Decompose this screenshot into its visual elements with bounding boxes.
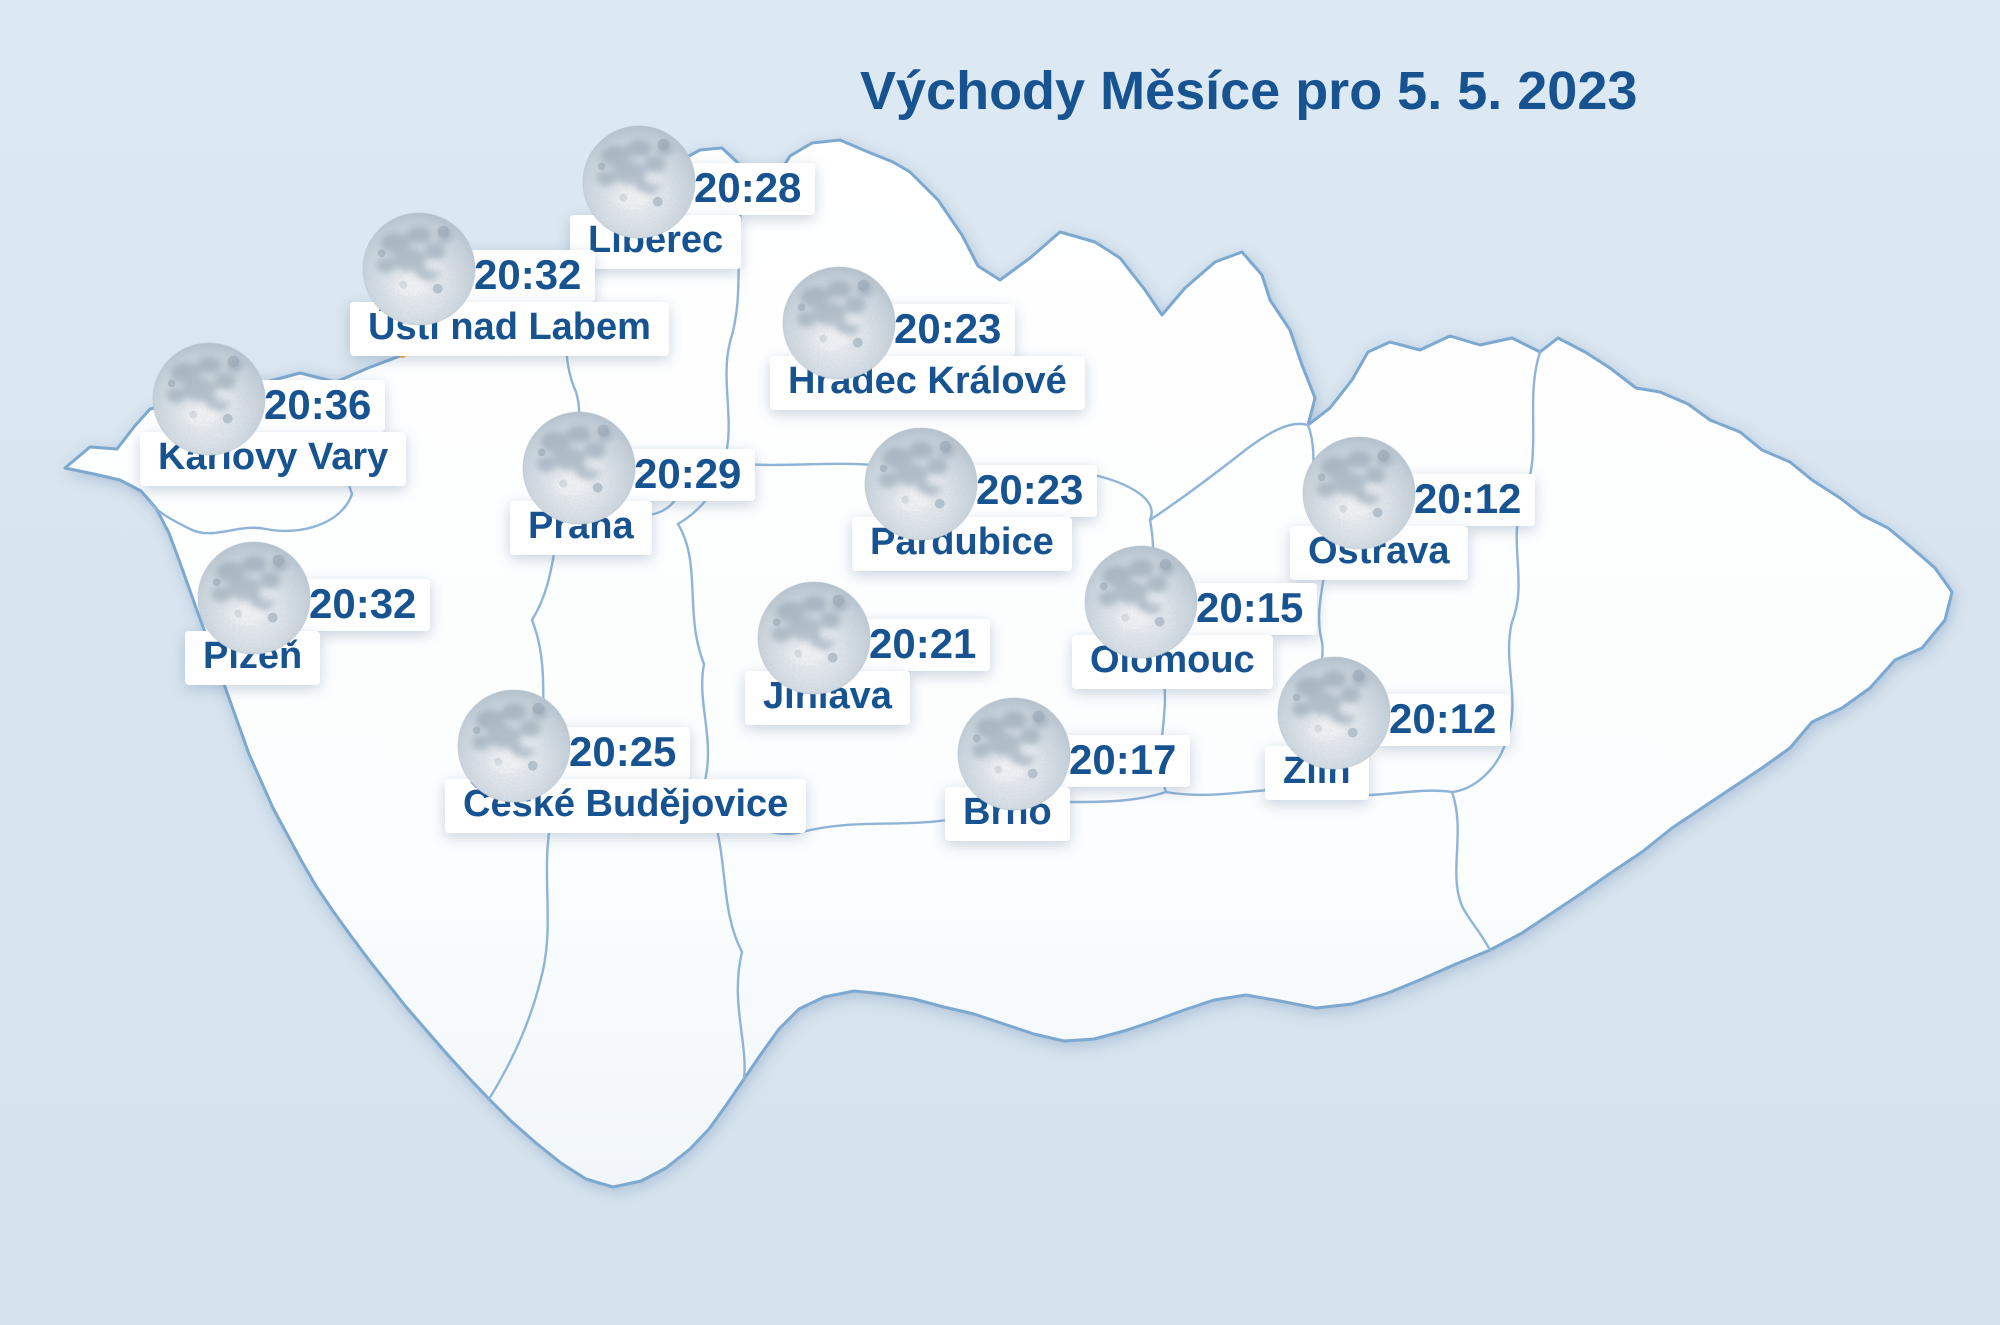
moonrise-time-label: 20:15 [1182,583,1318,636]
moon-icon [150,340,268,458]
moonrise-time-label: 20:28 [680,163,816,216]
moon-icon [755,579,873,697]
city-name-label: Hradec Králové [770,356,1085,410]
moon-icon [1300,434,1418,552]
moonrise-time-label: 20:23 [962,465,1098,518]
moon-icon [1082,543,1200,661]
moon-icon [862,425,980,543]
moon-icon [780,264,898,382]
moonrise-time-label: 20:12 [1375,694,1511,747]
moon-icon [955,695,1073,813]
moon-icon [520,409,638,527]
moonrise-time-label: 20:17 [1055,735,1191,788]
moonrise-time-label: 20:12 [1400,474,1536,527]
moon-icon [360,210,478,328]
moon-icon [455,687,573,805]
moonrise-time-label: 20:21 [855,619,991,672]
moon-icon [195,539,313,657]
moonrise-time-label: 20:23 [880,304,1016,357]
country-outline [63,138,1954,1189]
moonrise-time-label: 20:32 [460,250,596,303]
moonrise-time-label: 20:36 [250,380,386,433]
page-title: Východy Měsíce pro 5. 5. 2023 [860,61,1638,121]
moon-icon [1275,654,1393,772]
moonrise-time-label: 20:32 [295,579,431,632]
moon-icon [580,123,698,241]
moonrise-time-label: 20:29 [620,449,756,502]
moonrise-time-label: 20:25 [555,727,691,780]
city-name-label: České Budějovice [445,779,807,833]
